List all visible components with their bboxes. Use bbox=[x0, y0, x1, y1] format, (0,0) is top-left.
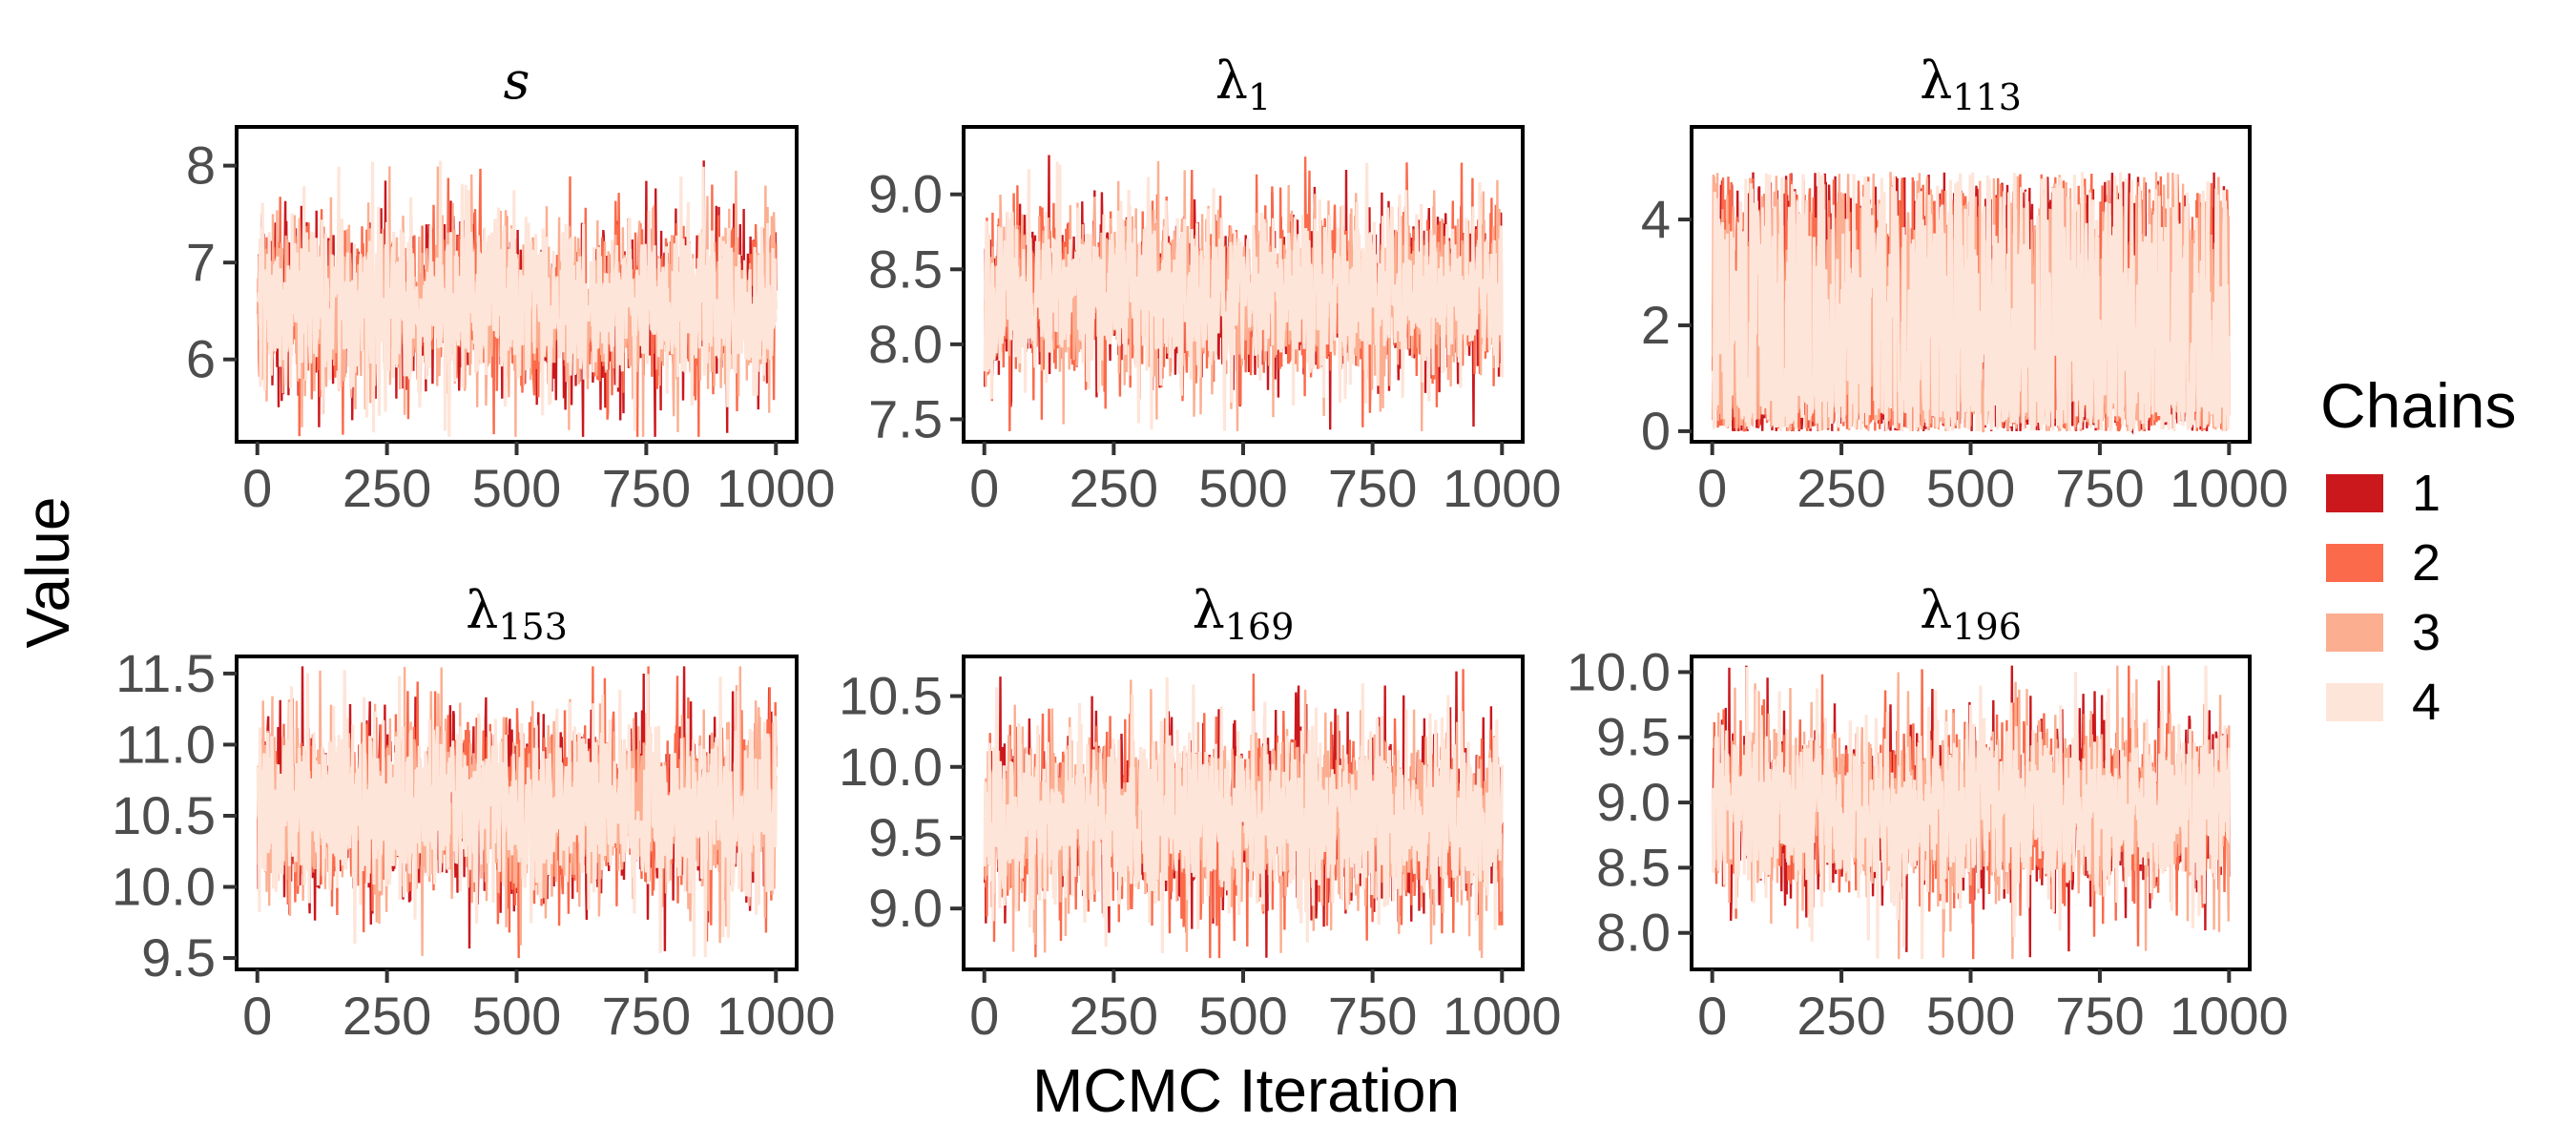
y-axis-label: Value bbox=[13, 497, 82, 649]
x-tick-label: 750 bbox=[1328, 458, 1417, 518]
y-tick-label: 9.0 bbox=[868, 878, 943, 938]
legend-swatch-chain-4 bbox=[2326, 683, 2383, 721]
x-tick-label: 1000 bbox=[1443, 458, 1562, 518]
y-tick-label: 7.5 bbox=[868, 388, 943, 448]
x-tick-label: 750 bbox=[602, 458, 691, 518]
panel-title: λ1 bbox=[1215, 51, 1271, 118]
y-tick-label: 8 bbox=[186, 135, 216, 196]
x-tick-label: 0 bbox=[969, 986, 999, 1046]
y-tick-label: 10.0 bbox=[1567, 641, 1671, 701]
panel-lambda-1: 0 250 500 750 1000 7.5 8.0 8.5 9.0 λ1 bbox=[868, 51, 1561, 518]
x-tick-label: 1000 bbox=[717, 986, 836, 1046]
legend-swatch-chain-2 bbox=[2326, 544, 2383, 582]
legend: Chains 1 2 3 4 bbox=[2320, 370, 2516, 731]
y-tick-label: 2 bbox=[1641, 295, 1671, 355]
x-tick-label: 500 bbox=[1926, 986, 2015, 1046]
x-tick-label: 1000 bbox=[1443, 986, 1562, 1046]
panel-lambda-113: 0 250 500 750 1000 0 2 4 λ113 bbox=[1641, 51, 2289, 518]
x-tick-label: 250 bbox=[343, 986, 431, 1046]
x-tick-label: 250 bbox=[343, 458, 431, 518]
legend-label-chain-4: 4 bbox=[2412, 674, 2441, 731]
y-tick-label: 6 bbox=[186, 329, 216, 389]
trace-line-s-chain-4 bbox=[256, 160, 778, 437]
x-tick-label: 250 bbox=[1070, 458, 1158, 518]
y-tick-label: 10.5 bbox=[839, 666, 943, 726]
y-tick-label: 11.5 bbox=[115, 643, 216, 703]
x-tick-label: 0 bbox=[1697, 986, 1727, 1046]
trace-line-lambda-196-chain-4 bbox=[1711, 665, 2231, 960]
y-tick-label: 10.0 bbox=[112, 857, 216, 917]
legend-swatch-chain-1 bbox=[2326, 474, 2383, 512]
y-tick-label: 10.0 bbox=[839, 737, 943, 797]
x-tick-label: 750 bbox=[602, 986, 691, 1046]
x-tick-label: 1000 bbox=[2170, 458, 2289, 518]
y-tick-label: 9.5 bbox=[868, 807, 943, 867]
x-tick-label: 750 bbox=[2055, 458, 2144, 518]
y-tick-label: 0 bbox=[1641, 401, 1671, 461]
trace-line-lambda-153-chain-4 bbox=[256, 670, 778, 958]
x-tick-label: 0 bbox=[242, 458, 272, 518]
y-tick-label: 8.0 bbox=[868, 314, 943, 374]
trace-line-lambda-113-chain-4 bbox=[1711, 172, 2231, 432]
x-tick-label: 250 bbox=[1797, 986, 1885, 1046]
x-tick-label: 1000 bbox=[2170, 986, 2289, 1046]
legend-label-chain-3: 3 bbox=[2412, 604, 2441, 661]
panel-title: λ196 bbox=[1920, 580, 2022, 648]
x-tick-label: 500 bbox=[1198, 458, 1287, 518]
y-tick-label: 4 bbox=[1641, 189, 1671, 249]
legend-label-chain-1: 1 bbox=[2412, 465, 2441, 522]
panel-title: λ169 bbox=[1193, 580, 1295, 648]
x-tick-label: 500 bbox=[472, 458, 561, 518]
x-tick-label: 0 bbox=[1697, 458, 1727, 518]
panel-title: s bbox=[504, 51, 530, 111]
x-tick-label: 500 bbox=[472, 986, 561, 1046]
x-tick-label: 0 bbox=[969, 458, 999, 518]
x-tick-label: 0 bbox=[242, 986, 272, 1046]
x-tick-label: 500 bbox=[1198, 986, 1287, 1046]
panel-lambda-169: 0 250 500 750 1000 9.0 9.5 10.0 10.5 λ169 bbox=[839, 580, 1562, 1046]
y-tick-label: 8.0 bbox=[1596, 903, 1671, 963]
panel-s: 0 250 500 750 1000 6 7 8 s bbox=[186, 51, 836, 518]
panel-lambda-153: 0 250 500 750 1000 9.5 10.0 10.5 11.0 11.5 λ153 bbox=[112, 580, 836, 1046]
legend-label-chain-2: 2 bbox=[2412, 534, 2441, 592]
y-tick-label: 9.0 bbox=[1596, 772, 1671, 832]
x-tick-label: 1000 bbox=[717, 458, 836, 518]
x-tick-label: 500 bbox=[1926, 458, 2015, 518]
panel-title: λ153 bbox=[466, 580, 568, 648]
y-tick-label: 10.5 bbox=[112, 785, 216, 845]
trace-line-lambda-1-chain-4 bbox=[983, 161, 1504, 431]
x-tick-label: 750 bbox=[2055, 986, 2144, 1046]
panel-title: λ113 bbox=[1920, 51, 2022, 118]
y-tick-label: 8.5 bbox=[1596, 837, 1671, 897]
x-tick-label: 750 bbox=[1328, 986, 1417, 1046]
y-tick-label: 7 bbox=[186, 232, 216, 292]
y-tick-label: 9.5 bbox=[1596, 707, 1671, 767]
y-tick-label: 9.5 bbox=[141, 927, 216, 988]
x-tick-label: 250 bbox=[1797, 458, 1885, 518]
panel-lambda-196: 0 250 500 750 1000 8.08.59.09.510.0 λ196 bbox=[1567, 580, 2289, 1046]
legend-swatch-chain-3 bbox=[2326, 614, 2383, 652]
trace-line-lambda-169-chain-4 bbox=[983, 676, 1504, 954]
y-tick-label: 8.5 bbox=[868, 239, 943, 299]
x-tick-label: 250 bbox=[1070, 986, 1158, 1046]
y-tick-label: 9.0 bbox=[868, 164, 943, 224]
legend-title: Chains bbox=[2320, 370, 2516, 441]
y-tick-label: 11.0 bbox=[115, 714, 216, 774]
x-axis-label: MCMC Iteration bbox=[1032, 1056, 1460, 1125]
